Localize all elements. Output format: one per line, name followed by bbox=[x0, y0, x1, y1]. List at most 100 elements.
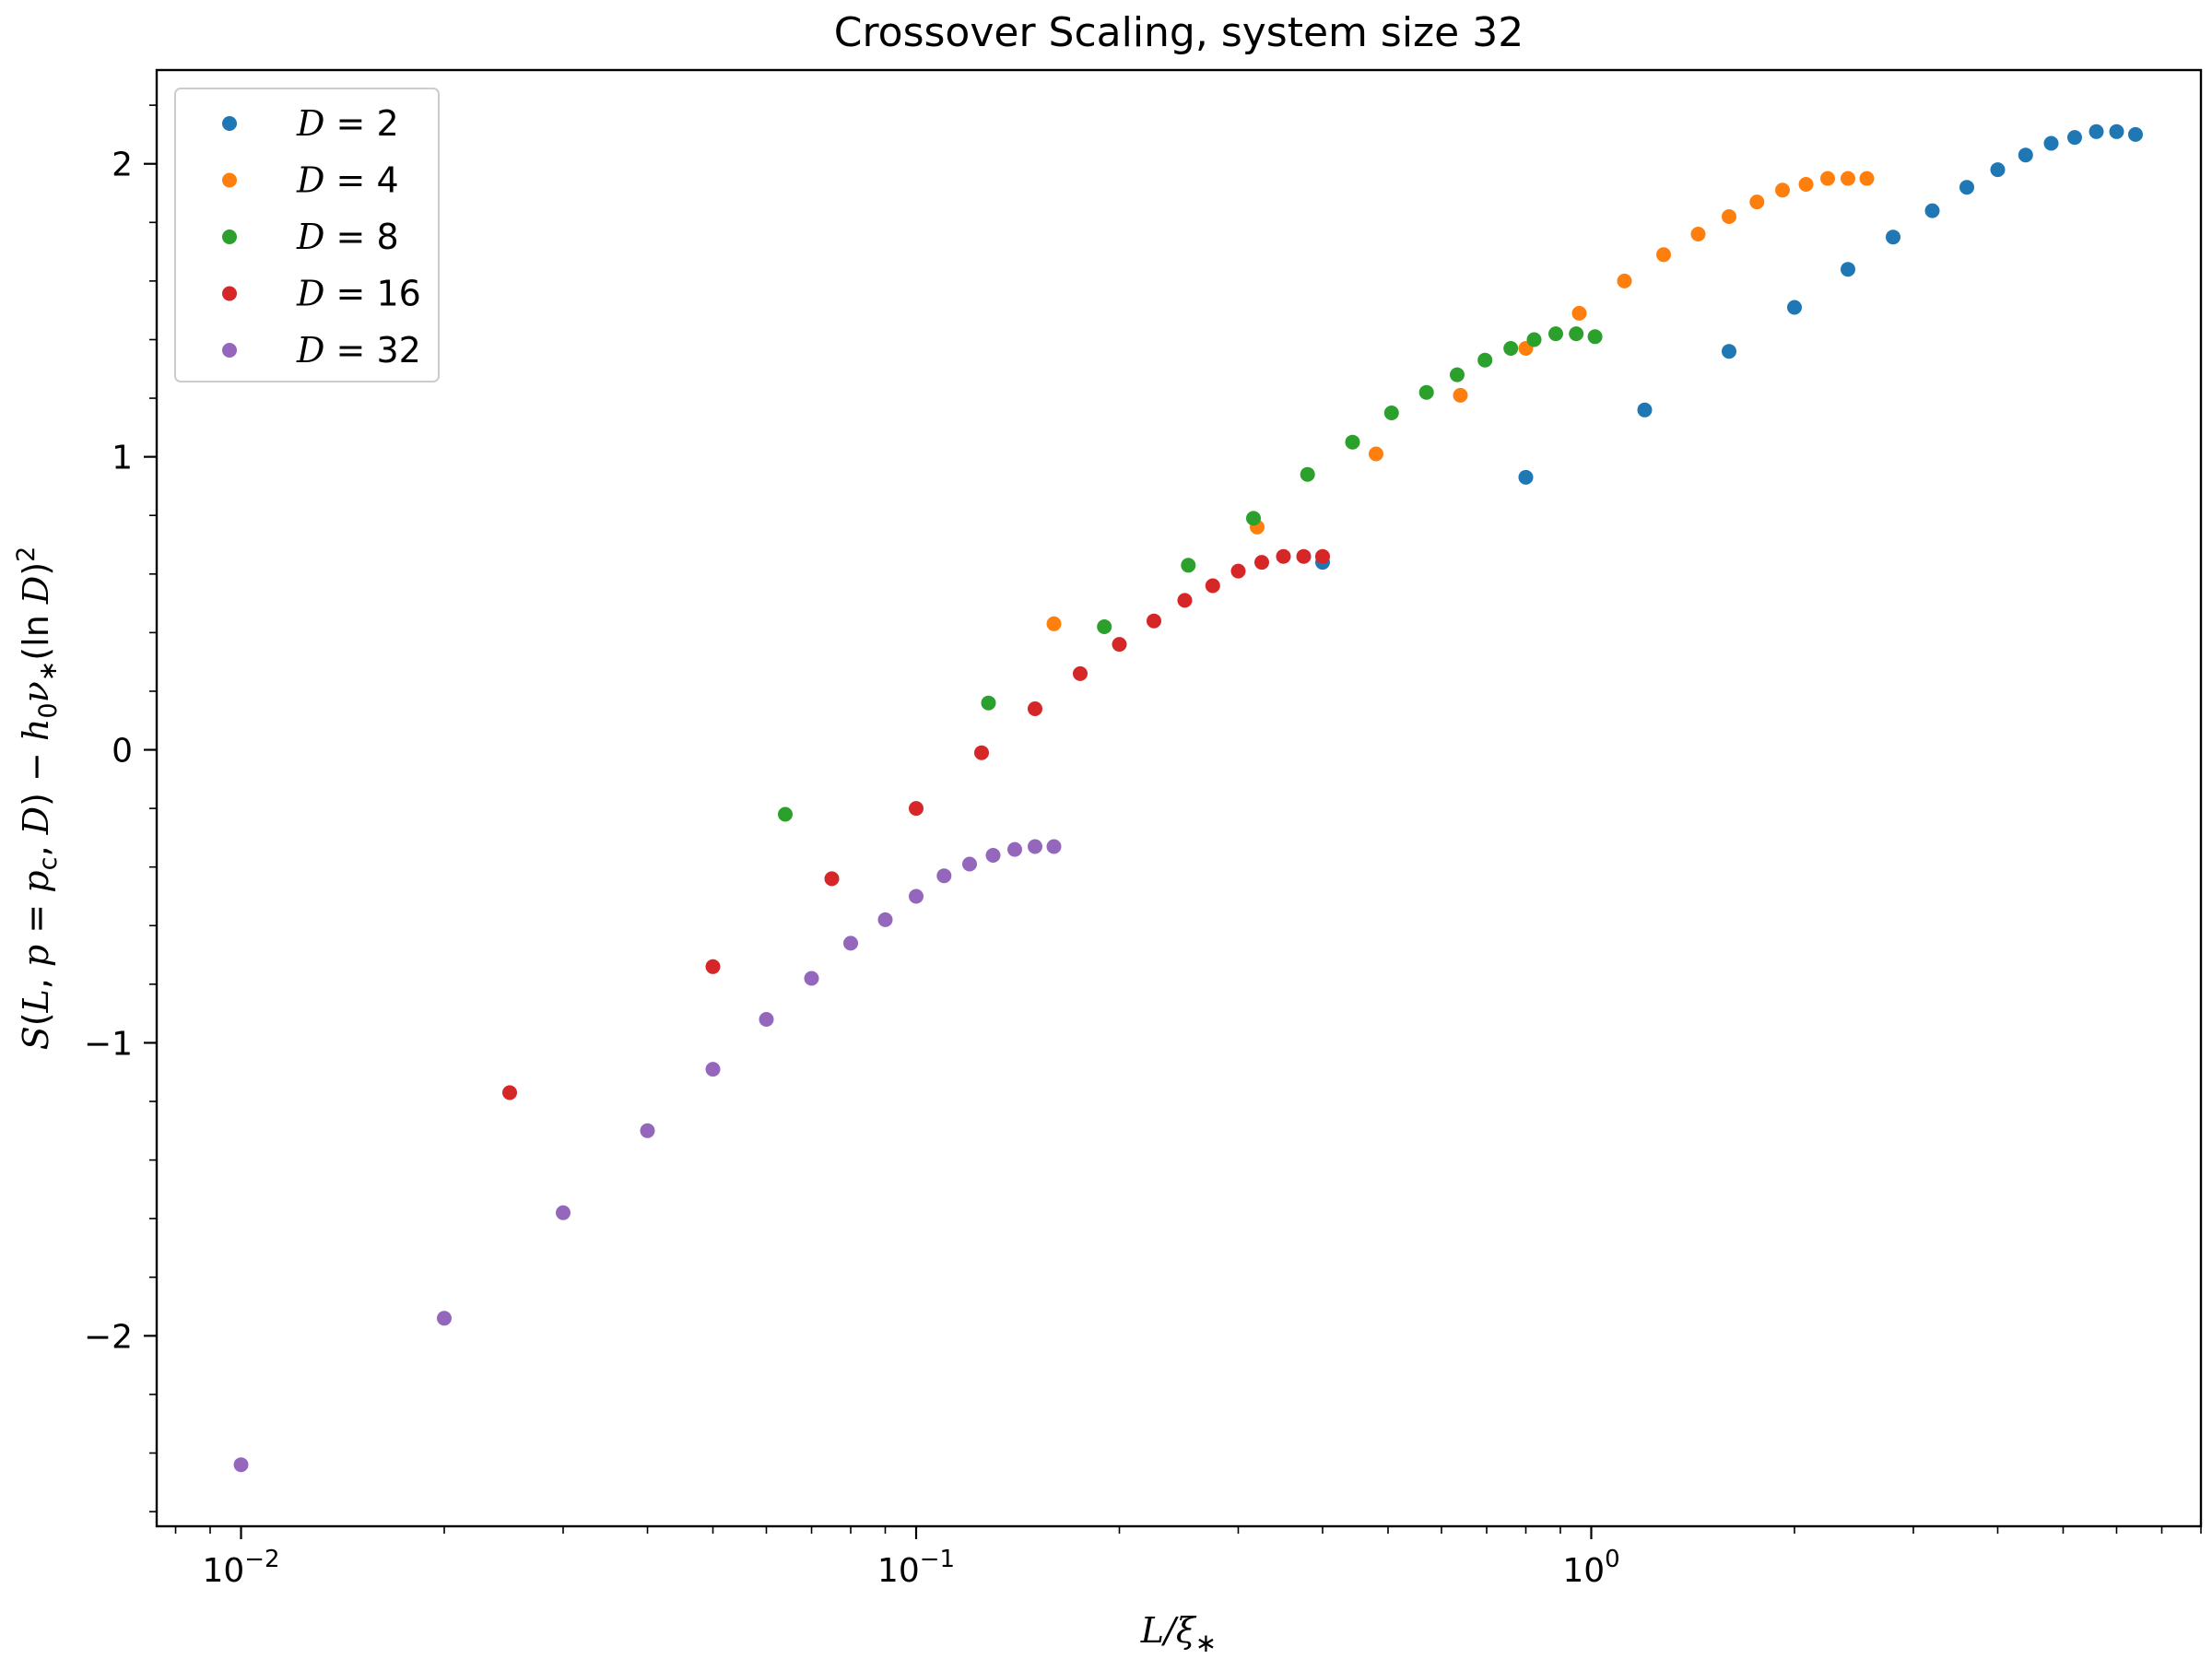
series-d-4 bbox=[1046, 171, 1875, 631]
data-point bbox=[1028, 701, 1042, 716]
data-point bbox=[1205, 578, 1220, 594]
legend-marker bbox=[222, 172, 237, 188]
data-point bbox=[1073, 665, 1088, 681]
data-point bbox=[1230, 563, 1246, 579]
x-tick-label: 100 bbox=[1562, 1546, 1619, 1590]
data-point bbox=[1990, 162, 2006, 178]
data-point bbox=[2067, 130, 2082, 146]
data-point bbox=[1296, 548, 1312, 564]
data-point bbox=[1820, 171, 1835, 186]
data-point bbox=[1254, 555, 1269, 571]
legend-frame bbox=[174, 88, 440, 382]
series-d-8 bbox=[778, 326, 1603, 822]
data-point bbox=[1097, 619, 1112, 634]
data-point bbox=[877, 912, 893, 927]
data-point bbox=[502, 1085, 517, 1100]
x-axis-label: L/ξ∗ bbox=[1140, 1610, 1217, 1658]
legend-entry: D = 4 bbox=[222, 160, 399, 201]
y-tick-label: 1 bbox=[112, 440, 133, 477]
data-point bbox=[985, 848, 1001, 863]
chart-title: Crossover Scaling, system size 32 bbox=[834, 9, 1524, 56]
data-point bbox=[1722, 209, 1736, 224]
data-point bbox=[1569, 326, 1584, 342]
data-point bbox=[1798, 177, 1814, 192]
data-point bbox=[437, 1311, 452, 1326]
data-point bbox=[1177, 593, 1193, 608]
data-point bbox=[843, 935, 858, 951]
data-point bbox=[556, 1205, 571, 1220]
data-point bbox=[233, 1457, 249, 1473]
data-point bbox=[778, 806, 793, 822]
data-point bbox=[1046, 839, 1062, 854]
x-tick-label: 10−2 bbox=[202, 1546, 279, 1590]
legend-label: D = 8 bbox=[296, 217, 399, 257]
data-point bbox=[1787, 300, 1802, 315]
data-point bbox=[1418, 384, 1434, 400]
data-point bbox=[1637, 402, 1653, 418]
legend-marker bbox=[222, 343, 237, 358]
data-point bbox=[1276, 548, 1291, 564]
data-point bbox=[1749, 194, 1765, 210]
axes: 10−2 10−1 100 −2 −1 0 1 2 bbox=[84, 68, 2203, 1590]
data-point bbox=[1526, 332, 1542, 347]
data-point bbox=[962, 856, 977, 872]
data-point bbox=[2018, 147, 2033, 163]
legend: D = 2 D = 4 D = 8 D = 16 D = 32 bbox=[174, 88, 440, 382]
data-point bbox=[936, 868, 952, 884]
data-point bbox=[1587, 329, 1603, 345]
data-point bbox=[705, 959, 721, 974]
data-point bbox=[1369, 446, 1383, 462]
data-point bbox=[981, 695, 996, 711]
data-point bbox=[1246, 511, 1261, 526]
data-point bbox=[1775, 182, 1790, 198]
data-point bbox=[1112, 637, 1127, 653]
data-point bbox=[1315, 548, 1330, 564]
data-point bbox=[909, 801, 924, 817]
data-point bbox=[1571, 305, 1587, 321]
legend-label: D = 2 bbox=[296, 103, 399, 144]
data-point bbox=[1477, 352, 1493, 368]
data-point bbox=[1028, 839, 1042, 854]
data-point bbox=[1046, 616, 1062, 631]
legend-label: D = 16 bbox=[296, 274, 421, 314]
data-point bbox=[1503, 341, 1519, 356]
y-tick-label: −1 bbox=[84, 1025, 133, 1063]
data-point bbox=[1548, 326, 1563, 342]
series-d-2 bbox=[1315, 124, 2143, 571]
legend-entry: D = 32 bbox=[222, 330, 421, 371]
data-point bbox=[1886, 229, 1900, 245]
series-d-16 bbox=[502, 548, 1330, 1100]
data-point bbox=[1841, 171, 1855, 186]
legend-entry: D = 2 bbox=[222, 103, 399, 144]
data-point bbox=[1007, 841, 1022, 857]
legend-marker bbox=[222, 286, 237, 301]
data-point bbox=[1841, 262, 1855, 277]
data-point bbox=[1924, 203, 1940, 218]
data-point bbox=[974, 745, 989, 760]
data-point bbox=[824, 871, 840, 887]
data-point bbox=[705, 1062, 721, 1077]
data-point bbox=[1690, 227, 1706, 241]
data-point bbox=[2088, 124, 2104, 139]
data-point bbox=[640, 1123, 655, 1138]
data-point bbox=[1656, 247, 1671, 263]
legend-marker bbox=[222, 116, 237, 131]
data-point bbox=[2043, 135, 2059, 151]
axes-frame bbox=[155, 68, 2203, 1528]
data-point bbox=[1383, 406, 1399, 420]
data-point bbox=[1450, 367, 1465, 382]
data-point bbox=[1147, 613, 1161, 629]
data-point bbox=[1859, 171, 1875, 186]
y-tick-label: 2 bbox=[112, 147, 133, 184]
data-point bbox=[804, 971, 819, 986]
data-point bbox=[1181, 558, 1196, 573]
legend-label: D = 32 bbox=[296, 330, 421, 371]
data-point bbox=[1959, 180, 1974, 195]
plot-area bbox=[233, 124, 2143, 1473]
x-tick-label: 10−1 bbox=[877, 1546, 955, 1590]
data-point bbox=[1722, 344, 1736, 359]
data-point bbox=[759, 1012, 774, 1027]
legend-entry: D = 16 bbox=[222, 274, 421, 314]
legend-label: D = 4 bbox=[296, 160, 399, 201]
